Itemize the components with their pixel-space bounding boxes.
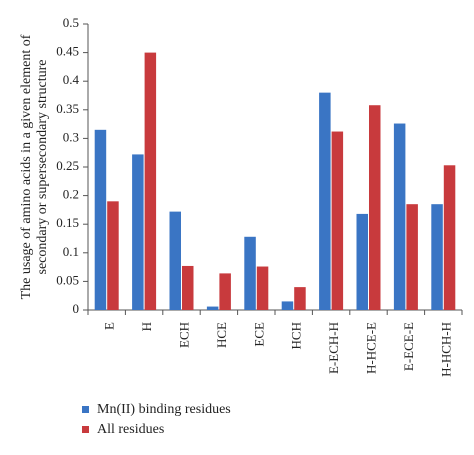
y-tick-label: 0.15 [56, 215, 79, 230]
bar-hce-series-2 [219, 273, 231, 310]
bar-e-ece-e-series-2 [406, 204, 418, 310]
bar-h-hch-h-series-1 [431, 204, 443, 310]
x-tick-label: E-ECH-H [326, 322, 341, 374]
legend: Mn(II) binding residues All residues [82, 402, 231, 437]
x-tick-label: HCH [289, 322, 304, 349]
y-tick-label: 0 [73, 301, 80, 316]
y-tick-label: 0.3 [63, 129, 79, 144]
bar-h-series-2 [144, 52, 157, 310]
bar-h-series-1 [132, 154, 144, 310]
y-axis-title-line: secondary or supersecondary structure [35, 60, 50, 275]
bar-hch-series-1 [281, 301, 294, 310]
bar-e-series-2 [107, 201, 119, 310]
bar-ech-series-2 [182, 265, 194, 310]
legend-swatch [82, 426, 89, 433]
y-tick-label: 0.5 [63, 15, 79, 30]
x-tick-label: HCE [214, 322, 229, 348]
bar-hce-series-1 [206, 306, 219, 310]
x-tick-label: H [139, 322, 154, 331]
legend-label: Mn(II) binding residues [97, 402, 231, 417]
legend-label: All residues [97, 422, 164, 437]
bar-hch-series-2 [294, 287, 306, 310]
y-axis-title-line: The usage of amino acids in a given elem… [19, 34, 34, 299]
x-tick-label: E-ECE-E [401, 322, 416, 371]
bar-e-series-1 [94, 129, 107, 310]
y-tick-label: 0.35 [56, 101, 79, 116]
bar-e-ece-e-series-1 [393, 123, 406, 310]
y-tick-label: 0.05 [56, 272, 79, 287]
bar-e-ech-h-series-2 [331, 131, 344, 310]
y-tick-label: 0.45 [56, 44, 79, 59]
y-tick-label: 0.1 [63, 244, 79, 259]
x-tick-label: E [102, 322, 117, 330]
y-axis-title: The usage of amino acids in a given elem… [19, 34, 50, 299]
y-tick-label: 0.2 [63, 187, 79, 202]
bar-ece-series-2 [256, 266, 269, 310]
legend-swatch [82, 406, 89, 413]
x-tick-label: H-HCH-H [438, 322, 453, 377]
bar-h-hce-e-series-2 [369, 105, 381, 310]
y-tick-label: 0.4 [63, 72, 80, 87]
y-axis: 0 0.05 0.1 0.15 0.2 0.25 0.3 0.35 0.4 0.45 0.5 [56, 15, 89, 316]
x-tick-label: ECE [251, 322, 266, 347]
bar-h-hch-h-series-2 [443, 165, 456, 310]
bar-e-ech-h-series-1 [319, 92, 331, 310]
bar-ech-series-1 [169, 211, 181, 310]
bar-ece-series-1 [244, 236, 256, 310]
x-tick-label: H-HCE-E [363, 322, 378, 374]
x-tick-label: ECH [176, 322, 191, 348]
y-tick-label: 0.25 [56, 158, 79, 173]
x-axis: E H ECH HCE ECE HCH E-ECH-H H-HCE-E E-ECE-E H-HCH… [87, 309, 463, 377]
bars [94, 52, 456, 310]
bar-h-hce-e-series-1 [356, 213, 368, 310]
